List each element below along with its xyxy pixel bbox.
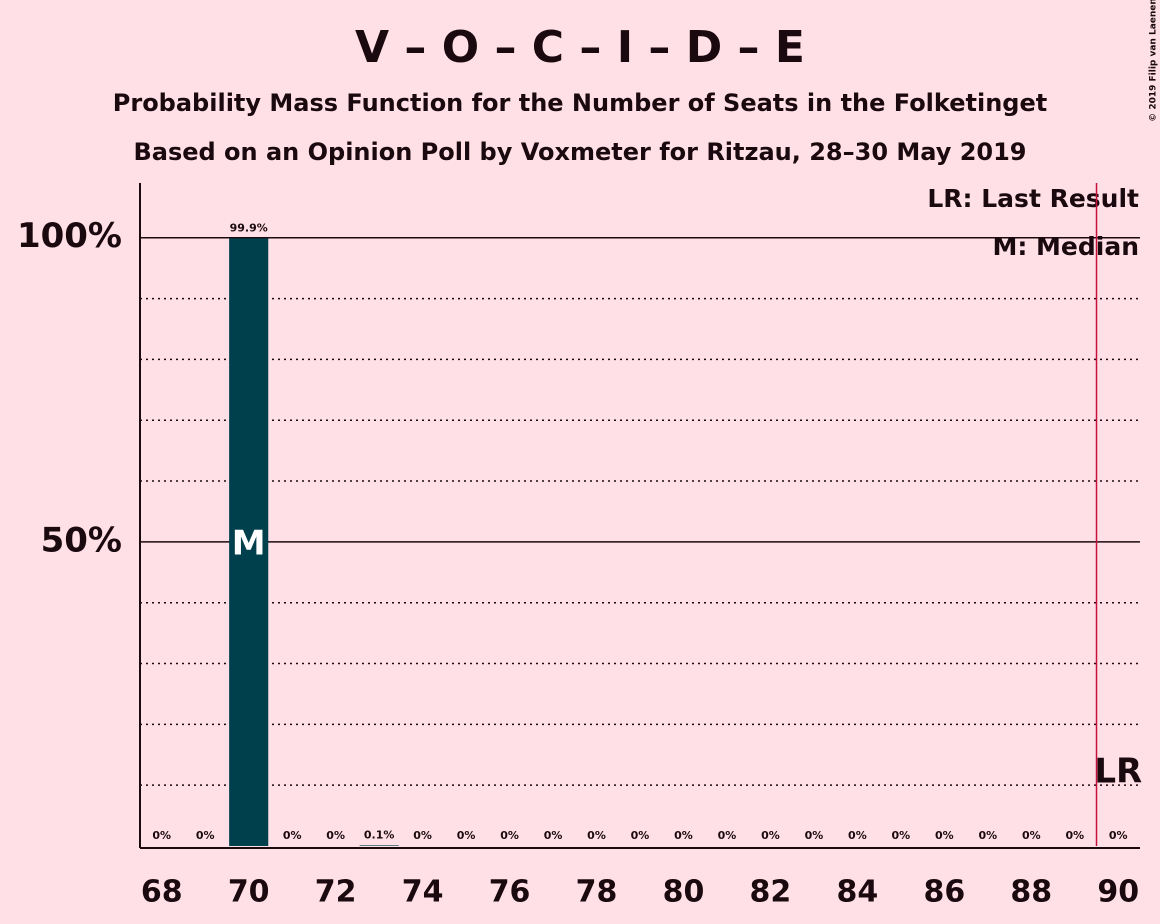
copyright: © 2019 Filip van Laenen	[1149, 0, 1159, 122]
x-tick-label: 78	[576, 875, 618, 910]
chart-title: V – O – C – I – D – E	[355, 22, 805, 73]
value-label: 0%	[500, 829, 519, 842]
value-label: 99.9%	[230, 221, 268, 234]
value-label: 0%	[196, 829, 215, 842]
value-label: 0%	[587, 829, 606, 842]
value-label: 0%	[457, 829, 476, 842]
bar	[359, 845, 399, 846]
value-label: 0%	[935, 829, 954, 842]
x-tick-label: 88	[1010, 875, 1052, 910]
value-label: 0%	[283, 829, 302, 842]
value-label: 0%	[326, 829, 345, 842]
median-marker: M	[232, 523, 266, 563]
x-tick-label: 82	[750, 875, 792, 910]
x-tick-label: 84	[837, 875, 879, 910]
x-tick-label: 72	[315, 875, 357, 910]
value-label: 0.1%	[364, 828, 395, 841]
value-label: 0%	[761, 829, 780, 842]
x-tick-label: 68	[141, 875, 183, 910]
chart-subtitle: Based on an Opinion Poll by Voxmeter for…	[133, 138, 1026, 166]
x-tick-label: 76	[489, 875, 531, 910]
value-label: 0%	[1022, 829, 1041, 842]
value-label: 0%	[848, 829, 867, 842]
x-tick-label: 86	[923, 875, 965, 910]
value-label: 0%	[1109, 829, 1128, 842]
x-tick-label: 74	[402, 875, 444, 910]
legend-entry: LR: Last Result	[927, 184, 1139, 213]
value-label: 0%	[805, 829, 824, 842]
value-label: 0%	[892, 829, 911, 842]
x-tick-label: 70	[228, 875, 270, 910]
value-label: 0%	[544, 829, 563, 842]
x-tick-label: 80	[663, 875, 705, 910]
value-label: 0%	[718, 829, 737, 842]
y-tick-label: 50%	[41, 520, 122, 560]
chart-subtitle: Probability Mass Function for the Number…	[113, 89, 1047, 117]
value-label: 0%	[152, 829, 171, 842]
value-label: 0%	[978, 829, 997, 842]
value-label: 0%	[631, 829, 650, 842]
bar	[229, 238, 269, 846]
value-label: 0%	[674, 829, 693, 842]
value-label: 0%	[1065, 829, 1084, 842]
x-tick-label: 90	[1097, 875, 1139, 910]
last-result-marker: LR	[1094, 752, 1142, 792]
value-label: 0%	[413, 829, 432, 842]
legend-entry: M: Median	[992, 232, 1139, 261]
y-tick-label: 100%	[17, 216, 122, 256]
